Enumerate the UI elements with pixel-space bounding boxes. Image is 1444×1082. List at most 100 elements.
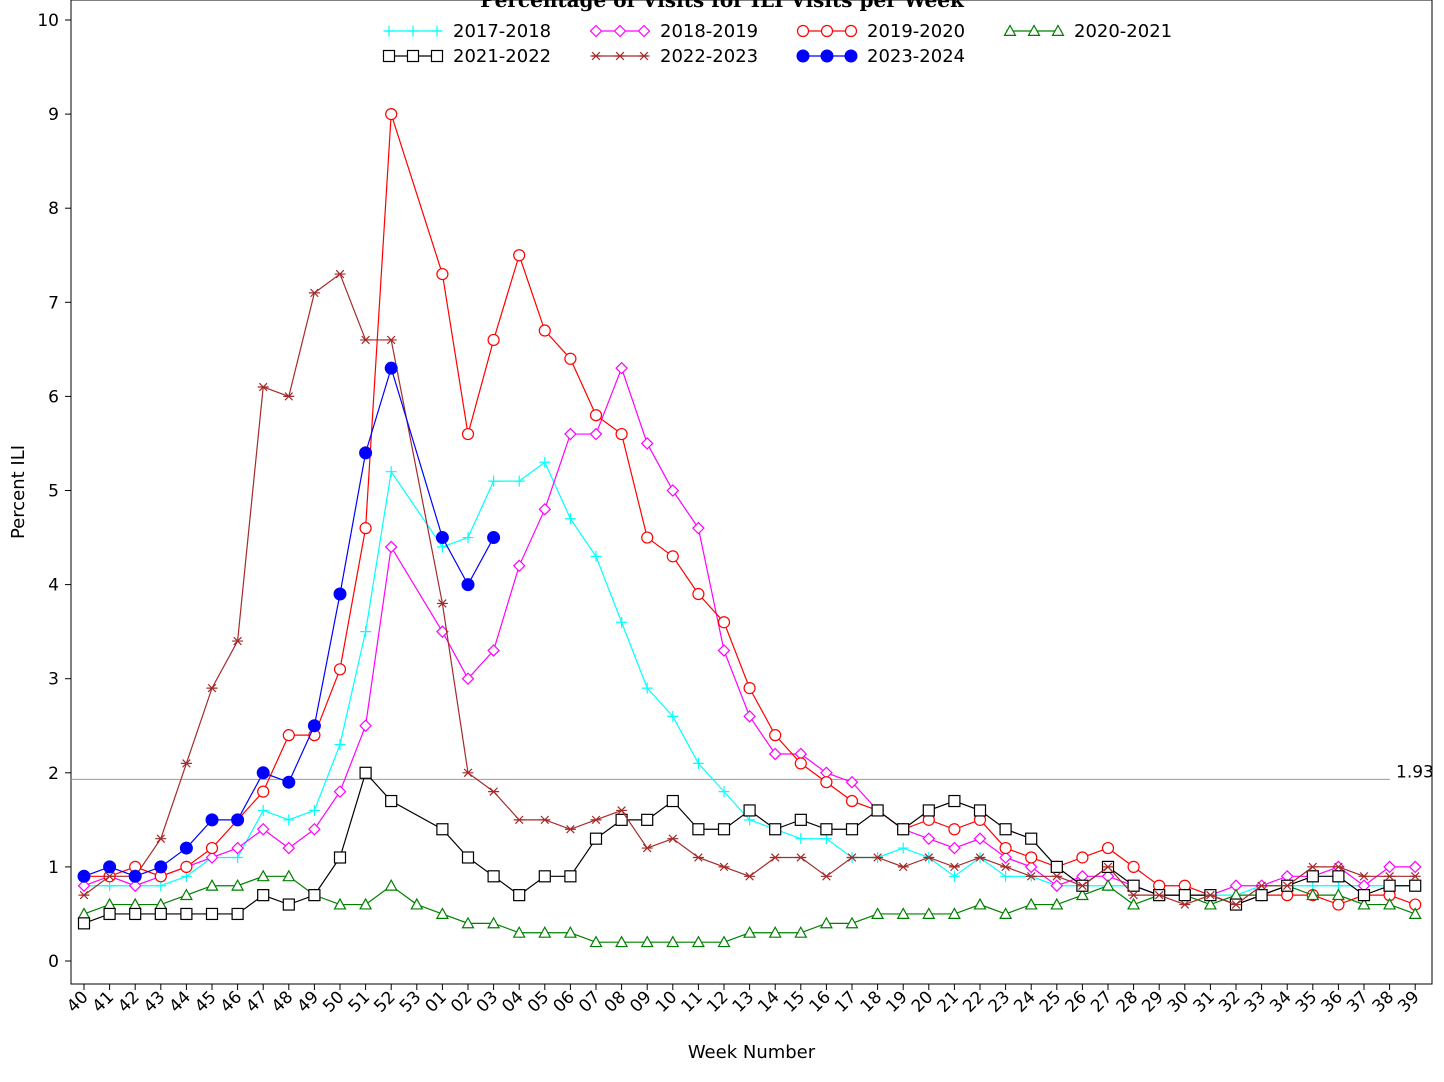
data-point xyxy=(845,794,859,808)
data-point xyxy=(819,916,833,929)
data-point xyxy=(333,851,347,864)
data-point xyxy=(487,644,500,657)
data-point xyxy=(128,869,142,883)
data-point xyxy=(564,870,577,883)
data-point xyxy=(590,815,602,825)
data-point xyxy=(461,672,475,686)
data-point xyxy=(717,644,731,657)
data-point xyxy=(435,531,449,545)
legend-marker xyxy=(406,49,420,63)
legend-marker xyxy=(1051,24,1065,36)
legend-item: 2022-2023 xyxy=(590,46,758,67)
data-point xyxy=(282,869,296,882)
data-point xyxy=(1383,860,1396,874)
data-point xyxy=(78,890,90,900)
data-point xyxy=(205,851,219,864)
data-point xyxy=(308,822,321,836)
data-point xyxy=(359,719,372,733)
data-point xyxy=(512,926,526,938)
data-point xyxy=(744,872,756,881)
data-point xyxy=(692,853,704,862)
data-point xyxy=(435,907,449,919)
data-point xyxy=(539,456,551,468)
data-point xyxy=(691,935,705,948)
data-point xyxy=(641,682,653,694)
data-point xyxy=(283,814,295,826)
data-point xyxy=(538,870,551,883)
data-point xyxy=(947,907,961,919)
data-point xyxy=(77,879,91,893)
legend-marker xyxy=(589,24,603,38)
data-point xyxy=(666,794,679,808)
data-point xyxy=(616,616,628,628)
data-point xyxy=(666,484,680,497)
data-point xyxy=(768,747,782,761)
data-point xyxy=(154,907,167,921)
data-point xyxy=(1256,881,1268,890)
data-point xyxy=(155,834,167,843)
series-2023-2024 xyxy=(77,361,501,883)
data-point xyxy=(461,427,475,441)
data-point xyxy=(1050,879,1064,893)
data-point xyxy=(462,768,474,778)
data-point xyxy=(283,392,295,401)
data-point xyxy=(103,907,116,921)
data-point xyxy=(589,935,603,948)
legend-marker xyxy=(613,24,627,38)
data-point xyxy=(1000,870,1012,882)
legend-marker xyxy=(590,51,602,61)
data-point xyxy=(538,502,552,516)
data-point xyxy=(692,521,705,535)
data-point xyxy=(897,823,910,836)
data-point xyxy=(743,682,756,695)
data-point xyxy=(1281,881,1293,890)
data-point xyxy=(999,823,1012,836)
data-point xyxy=(1357,889,1371,902)
data-point xyxy=(666,935,680,948)
data-point xyxy=(103,860,117,874)
series-2019-2020 xyxy=(77,107,1422,911)
series-2020-2021 xyxy=(77,869,1422,948)
data-point xyxy=(179,888,193,901)
data-point xyxy=(795,853,807,862)
data-point xyxy=(1384,872,1396,881)
data-point xyxy=(1203,897,1217,910)
data-point xyxy=(538,926,552,938)
data-point xyxy=(743,709,756,723)
data-point xyxy=(359,766,372,779)
data-point xyxy=(615,427,628,441)
data-point xyxy=(1000,862,1012,872)
data-point xyxy=(1076,851,1089,864)
data-point xyxy=(487,333,500,347)
plot-frame xyxy=(70,0,1433,985)
data-point xyxy=(360,626,372,638)
data-point xyxy=(948,862,960,872)
data-point xyxy=(513,475,525,487)
data-point xyxy=(1051,872,1063,881)
series-line xyxy=(83,366,495,877)
data-point xyxy=(359,522,372,535)
data-point xyxy=(231,878,245,891)
data-point xyxy=(973,804,987,817)
y-tick-label: 5 xyxy=(48,482,59,502)
y-tick-label: 2 xyxy=(48,764,59,784)
data-point xyxy=(461,578,475,592)
data-point xyxy=(717,616,731,629)
legend-label: 2018-2019 xyxy=(660,21,758,42)
data-point xyxy=(692,757,704,769)
data-point xyxy=(359,446,373,460)
series-layer xyxy=(77,107,1422,948)
y-tick-label: 6 xyxy=(48,387,59,407)
data-point xyxy=(897,842,909,854)
data-point xyxy=(1127,860,1140,874)
data-point xyxy=(436,267,449,281)
data-point xyxy=(461,851,475,864)
data-point xyxy=(180,907,193,921)
data-point xyxy=(872,853,884,862)
data-point xyxy=(1025,832,1038,845)
data-point xyxy=(1408,907,1422,919)
legend-marker xyxy=(382,49,396,63)
data-point xyxy=(1204,890,1216,900)
data-point xyxy=(77,917,91,930)
data-point xyxy=(257,889,270,902)
